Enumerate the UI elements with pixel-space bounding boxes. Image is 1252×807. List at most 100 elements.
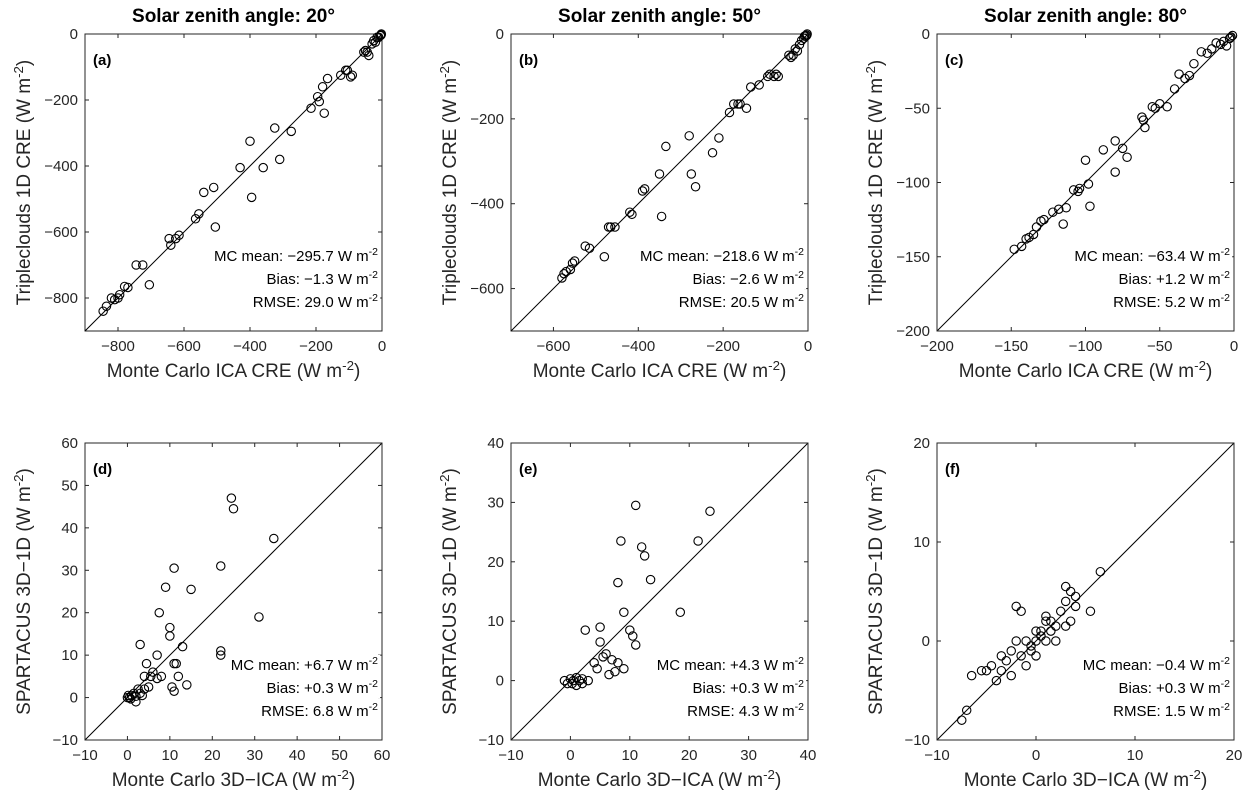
stat-background (684, 701, 807, 721)
x-tick-label: 0 (1032, 747, 1040, 764)
y-tick-label: 20 (487, 554, 504, 571)
data-point (1016, 241, 1027, 252)
one-to-one-line (510, 442, 809, 741)
stat-background (211, 246, 381, 266)
data-point (254, 612, 264, 622)
y-tick-label: 40 (61, 520, 78, 537)
data-point (610, 666, 620, 677)
data-point (613, 577, 623, 588)
x-tick-label: 0 (1230, 338, 1238, 355)
data-point (208, 182, 219, 193)
stat-line: Bias: +1.2 W m-2 (1115, 269, 1233, 289)
data-point (1006, 670, 1016, 681)
data-point (258, 162, 268, 173)
data-point (1083, 179, 1094, 189)
data-point (996, 665, 1007, 676)
stat-background (1115, 269, 1233, 289)
data-point (645, 574, 656, 585)
data-point (675, 607, 686, 618)
data-point (1006, 646, 1016, 656)
stat-text: RMSE: 6.8 W m-2 (261, 701, 378, 720)
data-point (131, 260, 141, 270)
x-axis-label: Monte Carlo 3D−ICA (W m-2) (964, 767, 1208, 792)
data-point (1189, 58, 1199, 69)
data-point (595, 622, 605, 632)
data-point (171, 233, 181, 244)
data-point (1041, 611, 1051, 621)
data-point (246, 192, 257, 203)
stat-text: MC mean: +4.3 W m-2 (657, 655, 804, 674)
stat-line: RMSE: 5.2 W m-2 (1110, 292, 1233, 312)
data-point (286, 126, 296, 137)
stat-line: MC mean: +4.3 W m-2 (653, 655, 807, 675)
x-tick-label: −10 (498, 747, 523, 764)
data-point (138, 260, 148, 270)
data-point (235, 162, 245, 173)
x-axis-label: Monte Carlo ICA CRE (W m-2) (107, 358, 361, 383)
panel-e: −10 0 10 20 30 40 −10 0 10 20 30 40 (e) MC mean: +4.3… (437, 435, 817, 791)
y-tick-label: −200 (896, 323, 930, 340)
y-tick-label: −10 (905, 732, 930, 749)
stat-text: Bias: −1.3 W m-2 (267, 269, 379, 288)
y-tick-label: 60 (61, 435, 78, 452)
data-point (1211, 38, 1221, 48)
data-point (1068, 185, 1079, 195)
data-point (625, 207, 635, 217)
panel-label: (b) (519, 52, 538, 69)
data-point (169, 563, 179, 573)
data-point (1041, 636, 1051, 646)
x-tick-label: 40 (289, 747, 306, 764)
y-tick-label: 30 (487, 494, 504, 511)
y-axis-label: SPARTACUS 3D−1D (W m-2) (437, 468, 462, 715)
data-point (312, 91, 323, 102)
data-point (592, 663, 602, 674)
data-point (619, 607, 629, 618)
stat-text: MC mean: −63.4 W m-2 (1074, 246, 1230, 265)
data-point (1046, 626, 1056, 636)
data-point (961, 705, 972, 716)
x-axis-label: Monte Carlo ICA CRE (W m-2) (533, 358, 787, 383)
data-point (707, 148, 718, 158)
y-tick-label: −100 (896, 175, 930, 192)
data-point (1031, 651, 1041, 661)
x-tick-label: 50 (331, 747, 348, 764)
stat-line: RMSE: 20.5 W m-2 (675, 292, 807, 312)
y-tick-label: 0 (496, 673, 504, 690)
stat-line: Bias: +0.3 W m-2 (263, 678, 381, 698)
data-point (1016, 606, 1026, 617)
data-point (1048, 207, 1058, 217)
data-point (375, 30, 386, 41)
data-point (1095, 566, 1106, 577)
data-point (690, 181, 701, 192)
x-tick-label: 30 (246, 747, 263, 764)
data-point (154, 607, 165, 618)
data-point (714, 133, 724, 143)
data-point (345, 72, 356, 82)
data-point (1196, 47, 1207, 57)
y-tick-label: −10 (53, 732, 78, 749)
data-point (1138, 115, 1149, 125)
data-point (171, 658, 181, 669)
data-point (784, 50, 794, 60)
data-point (604, 669, 614, 680)
panel-a: −800 −600 −400 −200 0 −800 −600 −400 −200 0 Solar … (11, 6, 387, 382)
stat-line: MC mean: −295.7 W m-2 (211, 246, 381, 266)
data-point (1060, 596, 1071, 607)
y-tick-label: 50 (61, 477, 78, 494)
data-point (966, 670, 977, 681)
stat-background (689, 678, 807, 698)
stat-background (263, 269, 381, 289)
stat-text: Bias: +0.3 W m-2 (267, 678, 379, 697)
data-point (1031, 222, 1042, 232)
stat-background (1071, 246, 1233, 266)
stat-background (258, 701, 381, 721)
stat-line: Bias: −1.3 W m-2 (263, 269, 381, 289)
data-point (98, 306, 108, 316)
data-point (802, 29, 812, 39)
x-axis-label: Monte Carlo ICA CRE (W m-2) (959, 358, 1213, 383)
panel-title: Solar zenith angle: 20° (132, 6, 335, 27)
data-point (991, 675, 1002, 686)
data-point (1110, 167, 1120, 177)
data-point (565, 264, 576, 275)
